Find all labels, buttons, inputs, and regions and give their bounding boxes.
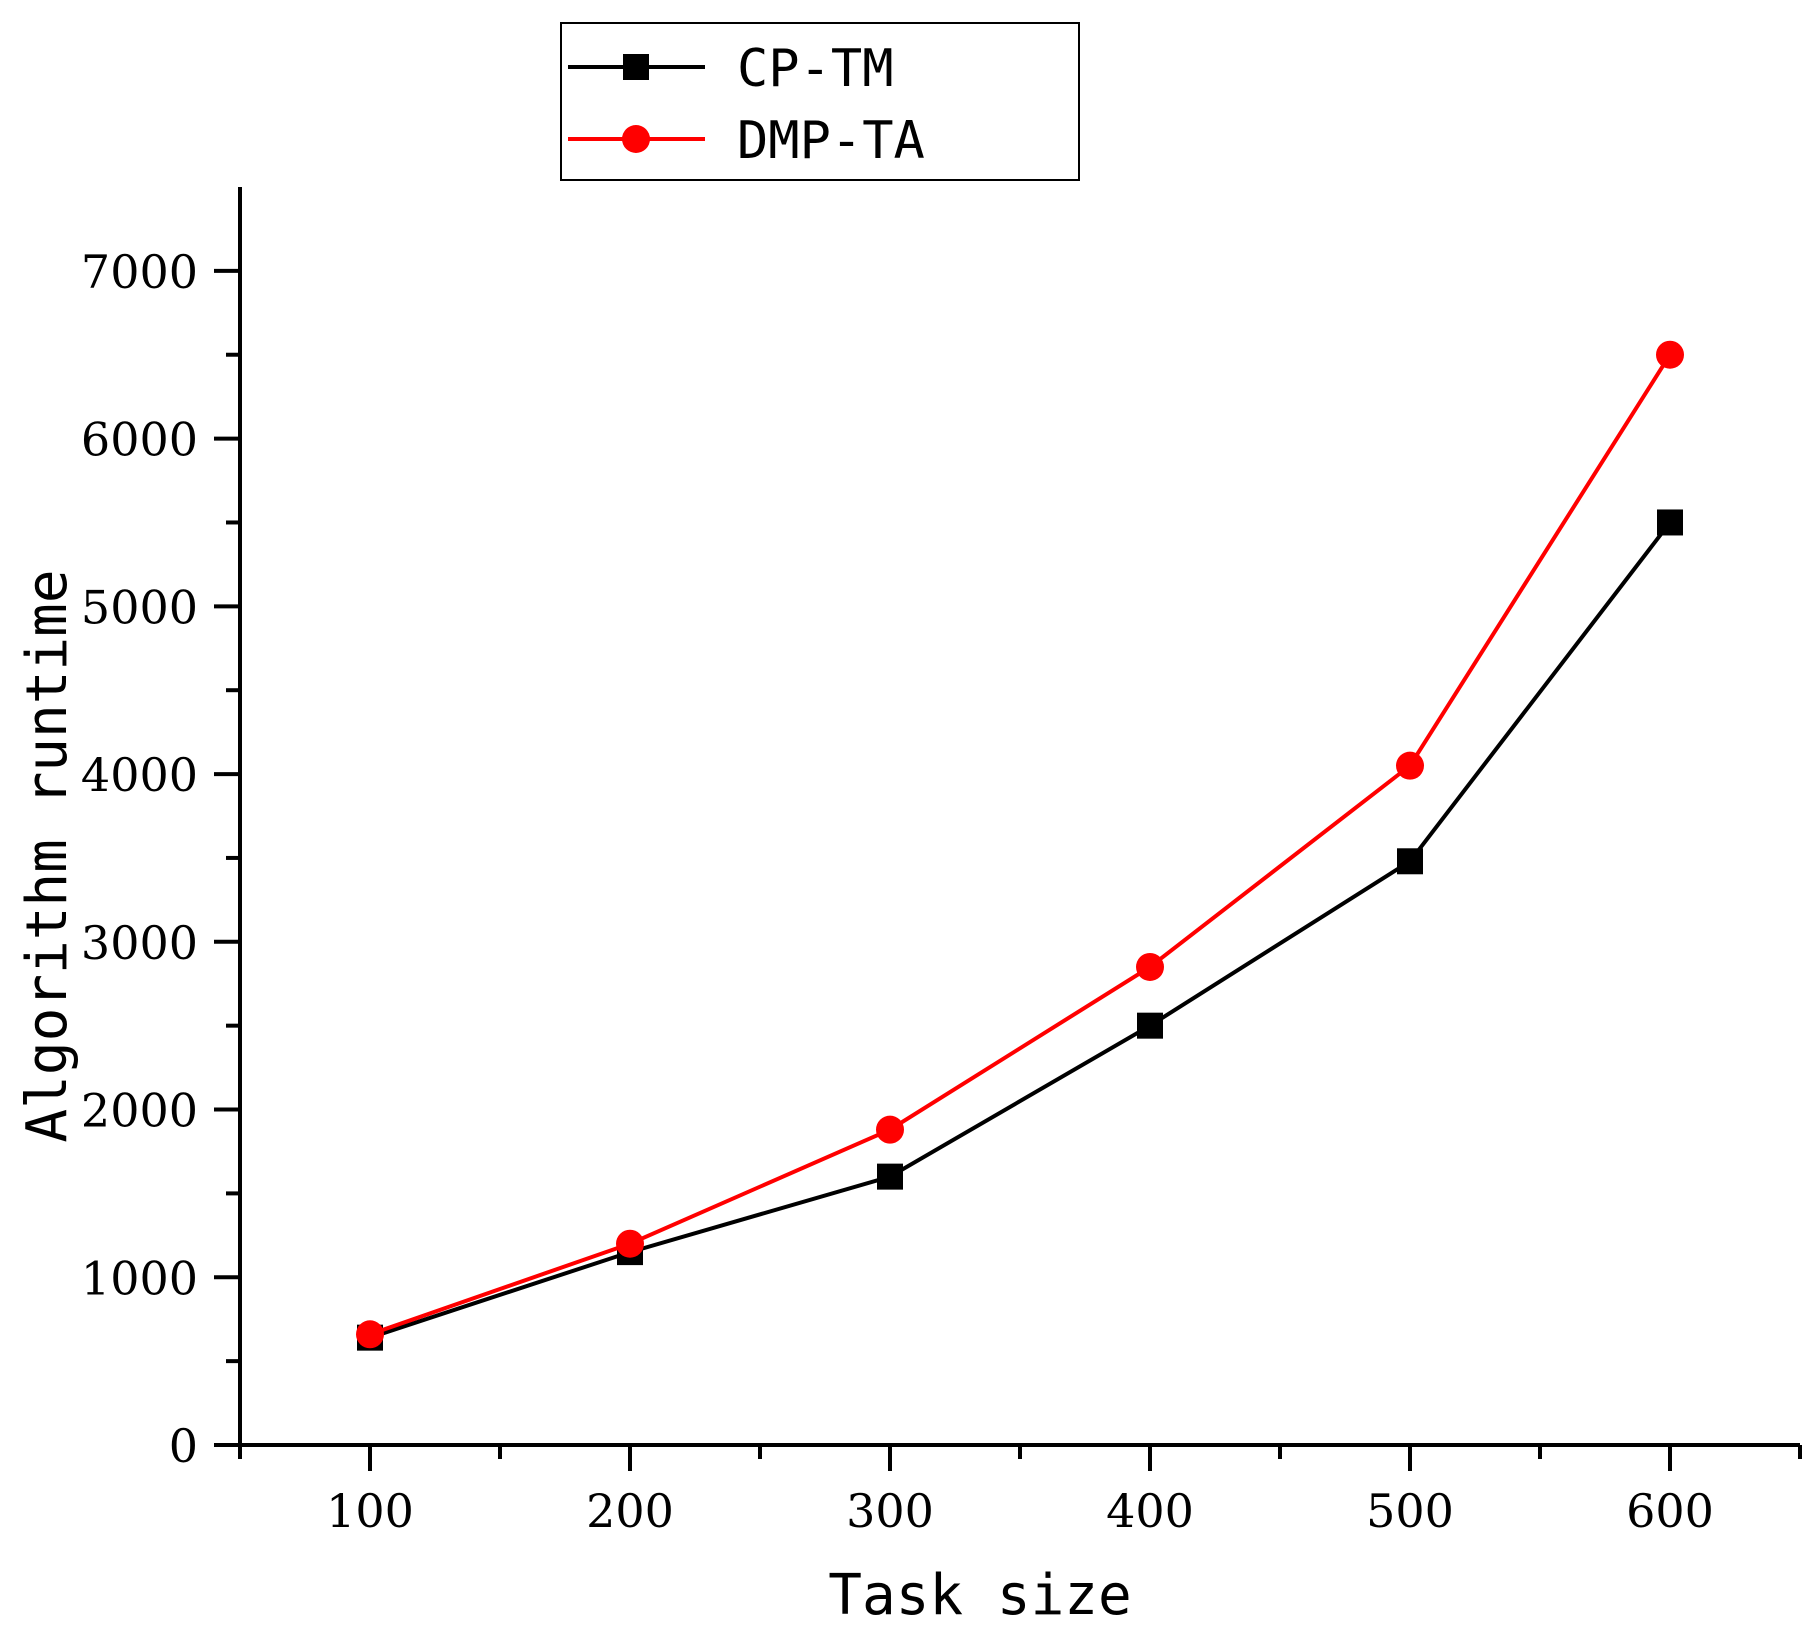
legend-box: [560, 22, 1080, 181]
legend-entry-cp-tm: CP-TM: [568, 39, 894, 99]
y-axis-label: Algorithm runtime: [15, 569, 80, 1142]
y-tick-label: 0: [169, 1419, 198, 1473]
x-tick-label: 300: [846, 1484, 934, 1538]
legend-marker-dmp-ta: [622, 125, 650, 153]
x-tick-label: 500: [1366, 1484, 1454, 1538]
x-tick-label: 600: [1626, 1484, 1714, 1538]
data-point-dmp-ta: [356, 1320, 384, 1349]
data-point-cp-tm: [1397, 848, 1423, 875]
legend-marker-cp-tm: [623, 54, 649, 80]
x-tick-label: 100: [326, 1484, 414, 1538]
y-tick-label: 6000: [81, 413, 198, 467]
data-point-dmp-ta: [1136, 952, 1164, 981]
x-tick-label: 400: [1106, 1484, 1194, 1538]
data-point-cp-tm: [1657, 509, 1683, 536]
data-point-dmp-ta: [1396, 751, 1424, 780]
y-tick-label: 4000: [81, 748, 198, 802]
y-tick-label: 2000: [81, 1084, 198, 1138]
data-point-cp-tm: [1137, 1012, 1163, 1039]
legend-label-dmp-ta: DMP-TA: [737, 111, 925, 171]
y-tick-label: 3000: [81, 916, 198, 970]
data-point-cp-tm: [877, 1163, 903, 1190]
x-axis-label: Task size: [828, 1563, 1131, 1628]
data-point-dmp-ta: [616, 1229, 644, 1258]
series-line-cp-tm: [369, 521, 1672, 1340]
y-tick-label: 5000: [81, 580, 198, 634]
series-dmp-ta: [356, 340, 1684, 1349]
legend-label-cp-tm: CP-TM: [737, 39, 894, 99]
series-cp-tm: [357, 509, 1683, 1351]
y-tick-label: 7000: [81, 245, 198, 299]
y-tick-label: 1000: [81, 1251, 198, 1305]
legend-entry-dmp-ta: DMP-TA: [568, 111, 925, 171]
series-layer: [356, 340, 1684, 1351]
data-point-dmp-ta: [1656, 340, 1684, 369]
x-tick-label: 200: [586, 1484, 674, 1538]
series-line-dmp-ta: [369, 353, 1672, 1337]
axes: 0 1000 2000 3000 4000 5000 6000 7000 100 200 300 40…: [81, 187, 1802, 1538]
data-point-dmp-ta: [876, 1115, 904, 1144]
legend: CP-TM DMP-TA: [560, 22, 1080, 181]
